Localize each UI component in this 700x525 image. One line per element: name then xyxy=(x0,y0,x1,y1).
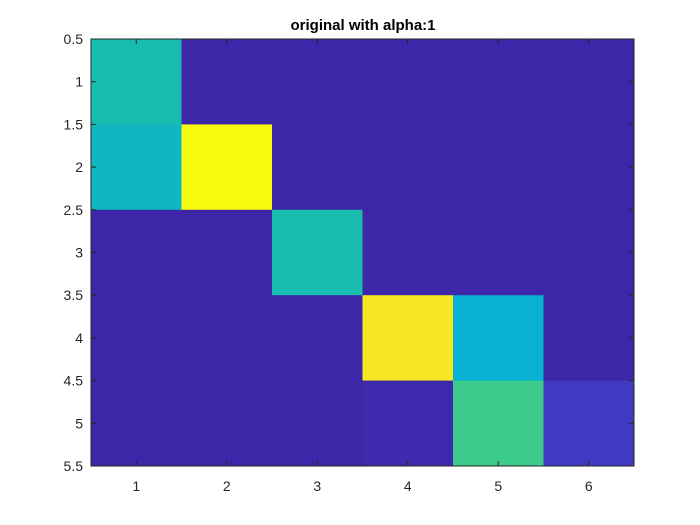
heatmap-cell-r5-c1 xyxy=(91,380,182,467)
heatmap-cell-r3-c5 xyxy=(453,209,544,296)
heatmap-cell-r3-c4 xyxy=(362,209,454,296)
heatmap-cell-r5-c4 xyxy=(362,380,454,467)
heatmap-cell-r2-c2 xyxy=(181,124,273,211)
heatmap-cell-r1-c1 xyxy=(91,39,182,125)
y-tick-label: 2.5 xyxy=(64,202,84,218)
heatmap-cell-r3-c2 xyxy=(181,209,273,296)
y-tick-label: 2 xyxy=(75,159,83,175)
heatmap-cell-r2-c5 xyxy=(453,124,544,211)
heatmap-cell-r4-c2 xyxy=(181,295,273,382)
heatmap-cell-r3-c3 xyxy=(272,209,363,296)
x-tick-label: 4 xyxy=(404,478,412,494)
heatmap-cell-r5-c5 xyxy=(453,380,544,467)
heatmap-cell-r1-c3 xyxy=(272,39,363,125)
heatmap-cell-r1-c5 xyxy=(453,39,544,125)
chart-title: original with alpha:1 xyxy=(290,17,435,34)
heatmap-cell-r4-c3 xyxy=(272,295,363,382)
y-tick-label: 3.5 xyxy=(64,287,84,303)
x-tick-label: 6 xyxy=(585,478,593,494)
y-tick-label: 4.5 xyxy=(64,373,84,389)
heatmap-cell-r2-c6 xyxy=(543,124,635,211)
heatmap-cell-r5-c2 xyxy=(181,380,273,467)
y-tick-label: 1.5 xyxy=(64,116,84,132)
heatmap-cell-r3-c6 xyxy=(543,209,635,296)
heatmap-cell-r3-c1 xyxy=(91,209,182,296)
y-tick-label: 3 xyxy=(75,245,83,261)
heatmap-cell-r5-c3 xyxy=(272,380,363,467)
x-tick-label: 1 xyxy=(132,478,140,494)
x-tick-label: 2 xyxy=(223,478,231,494)
heatmap-cell-r1-c2 xyxy=(181,39,273,125)
y-tick-label: 1 xyxy=(75,74,83,90)
heatmap-cell-r2-c4 xyxy=(362,124,454,211)
y-tick-label: 0.5 xyxy=(64,31,84,47)
y-tick-label: 5.5 xyxy=(64,458,84,474)
heatmap-cell-r2-c1 xyxy=(91,124,182,211)
heatmap-cell-r4-c6 xyxy=(543,295,635,382)
heatmap-cell-r2-c3 xyxy=(272,124,363,211)
x-tick-label: 5 xyxy=(494,478,502,494)
heatmap-cells xyxy=(91,39,635,467)
x-axis: 1 2 3 4 5 6 xyxy=(132,39,593,494)
heatmap-cell-r5-c6 xyxy=(543,380,635,467)
heatmap-cell-r4-c1 xyxy=(91,295,182,382)
heatmap-cell-r1-c6 xyxy=(543,39,635,125)
heatmap-cell-r4-c5 xyxy=(453,295,544,382)
heatmap-cell-r4-c4 xyxy=(362,295,454,382)
y-axis: 0.5 1 1.5 2 2.5 3 3.5 4 4.5 5 5.5 xyxy=(64,31,634,474)
heatmap-cell-r1-c4 xyxy=(362,39,454,125)
y-tick-label: 5 xyxy=(75,415,83,431)
x-tick-label: 3 xyxy=(313,478,321,494)
y-tick-label: 4 xyxy=(75,330,83,346)
